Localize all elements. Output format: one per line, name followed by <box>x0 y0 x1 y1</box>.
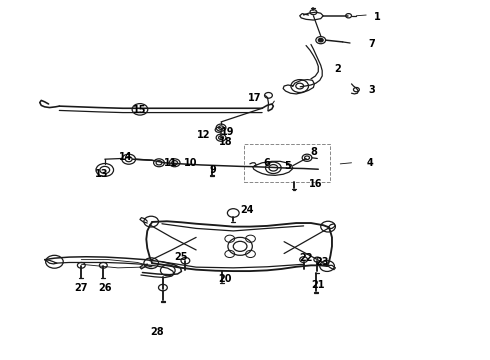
Text: 17: 17 <box>248 93 262 103</box>
Text: 1: 1 <box>373 12 380 22</box>
Text: 22: 22 <box>299 253 312 263</box>
Text: 18: 18 <box>219 138 232 147</box>
Text: 4: 4 <box>366 158 373 168</box>
Text: 19: 19 <box>221 127 235 136</box>
Text: 16: 16 <box>309 179 322 189</box>
Text: 12: 12 <box>196 130 210 140</box>
Text: 26: 26 <box>98 283 112 293</box>
Text: 10: 10 <box>184 158 197 168</box>
Text: 6: 6 <box>264 158 270 168</box>
Text: 5: 5 <box>285 161 292 171</box>
Circle shape <box>156 161 162 165</box>
Text: 28: 28 <box>150 327 164 337</box>
Bar <box>244 144 330 182</box>
Text: 25: 25 <box>175 252 188 262</box>
Text: 7: 7 <box>368 40 375 49</box>
Text: 15: 15 <box>133 105 147 115</box>
Text: 11: 11 <box>164 158 177 168</box>
Text: 21: 21 <box>312 280 325 290</box>
Text: 23: 23 <box>316 257 329 267</box>
Text: 14: 14 <box>119 152 132 162</box>
Text: 24: 24 <box>241 206 254 216</box>
Text: 20: 20 <box>219 274 232 284</box>
Circle shape <box>318 39 323 42</box>
Text: 3: 3 <box>368 85 375 95</box>
Circle shape <box>172 161 177 165</box>
Text: 8: 8 <box>310 147 317 157</box>
Text: 13: 13 <box>95 168 109 179</box>
Text: 2: 2 <box>335 64 341 74</box>
Text: 9: 9 <box>210 165 217 175</box>
Text: 27: 27 <box>74 283 88 293</box>
